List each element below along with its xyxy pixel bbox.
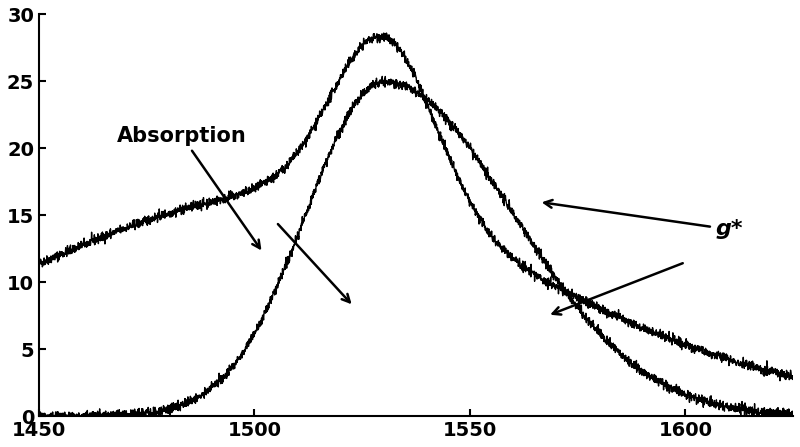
Text: g*: g* [544,200,743,240]
Text: Absorption: Absorption [117,126,260,248]
